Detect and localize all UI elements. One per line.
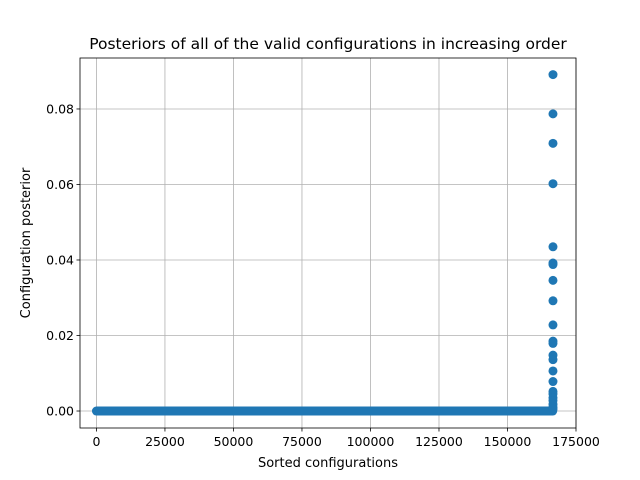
data-point bbox=[548, 296, 558, 306]
x-tick-label: 175000 bbox=[552, 434, 600, 449]
plot-area-frame bbox=[79, 57, 577, 429]
x-axis-label: Sorted configurations bbox=[258, 456, 398, 471]
y-tick-label: 0.06 bbox=[46, 177, 74, 192]
data-point bbox=[548, 377, 558, 387]
x-axis-ticks: 0 25000 50000 75000 100000 125000 150000 175000 bbox=[92, 428, 600, 449]
y-tick-label: 0.08 bbox=[46, 101, 74, 116]
y-tick-label: 0.02 bbox=[46, 328, 74, 343]
data-point bbox=[548, 242, 558, 252]
data-point bbox=[548, 70, 558, 80]
data-point bbox=[548, 320, 558, 330]
x-tick-label: 0 bbox=[92, 434, 100, 449]
data-point bbox=[548, 260, 558, 270]
y-tick-label: 0.04 bbox=[46, 252, 74, 267]
x-tick-label: 50000 bbox=[214, 434, 254, 449]
x-tick-label: 75000 bbox=[282, 434, 322, 449]
data-point bbox=[548, 109, 558, 119]
data-point bbox=[548, 275, 558, 285]
y-tick-label: 0.00 bbox=[46, 404, 74, 419]
y-axis-ticks: 0.00 0.02 0.04 0.06 0.08 bbox=[46, 101, 80, 419]
data-point bbox=[548, 179, 558, 189]
y-axis-label: Configuration posterior bbox=[19, 167, 34, 318]
data-point bbox=[548, 138, 558, 148]
data-point bbox=[548, 355, 558, 365]
data-points bbox=[91, 70, 558, 416]
x-tick-label: 150000 bbox=[484, 434, 532, 449]
chart-title: Posteriors of all of the valid configura… bbox=[89, 35, 567, 53]
x-tick-label: 25000 bbox=[145, 434, 185, 449]
x-tick-label: 125000 bbox=[415, 434, 463, 449]
x-tick-label: 100000 bbox=[347, 434, 395, 449]
data-point bbox=[548, 338, 558, 348]
data-point bbox=[548, 404, 558, 414]
data-point bbox=[548, 366, 558, 376]
